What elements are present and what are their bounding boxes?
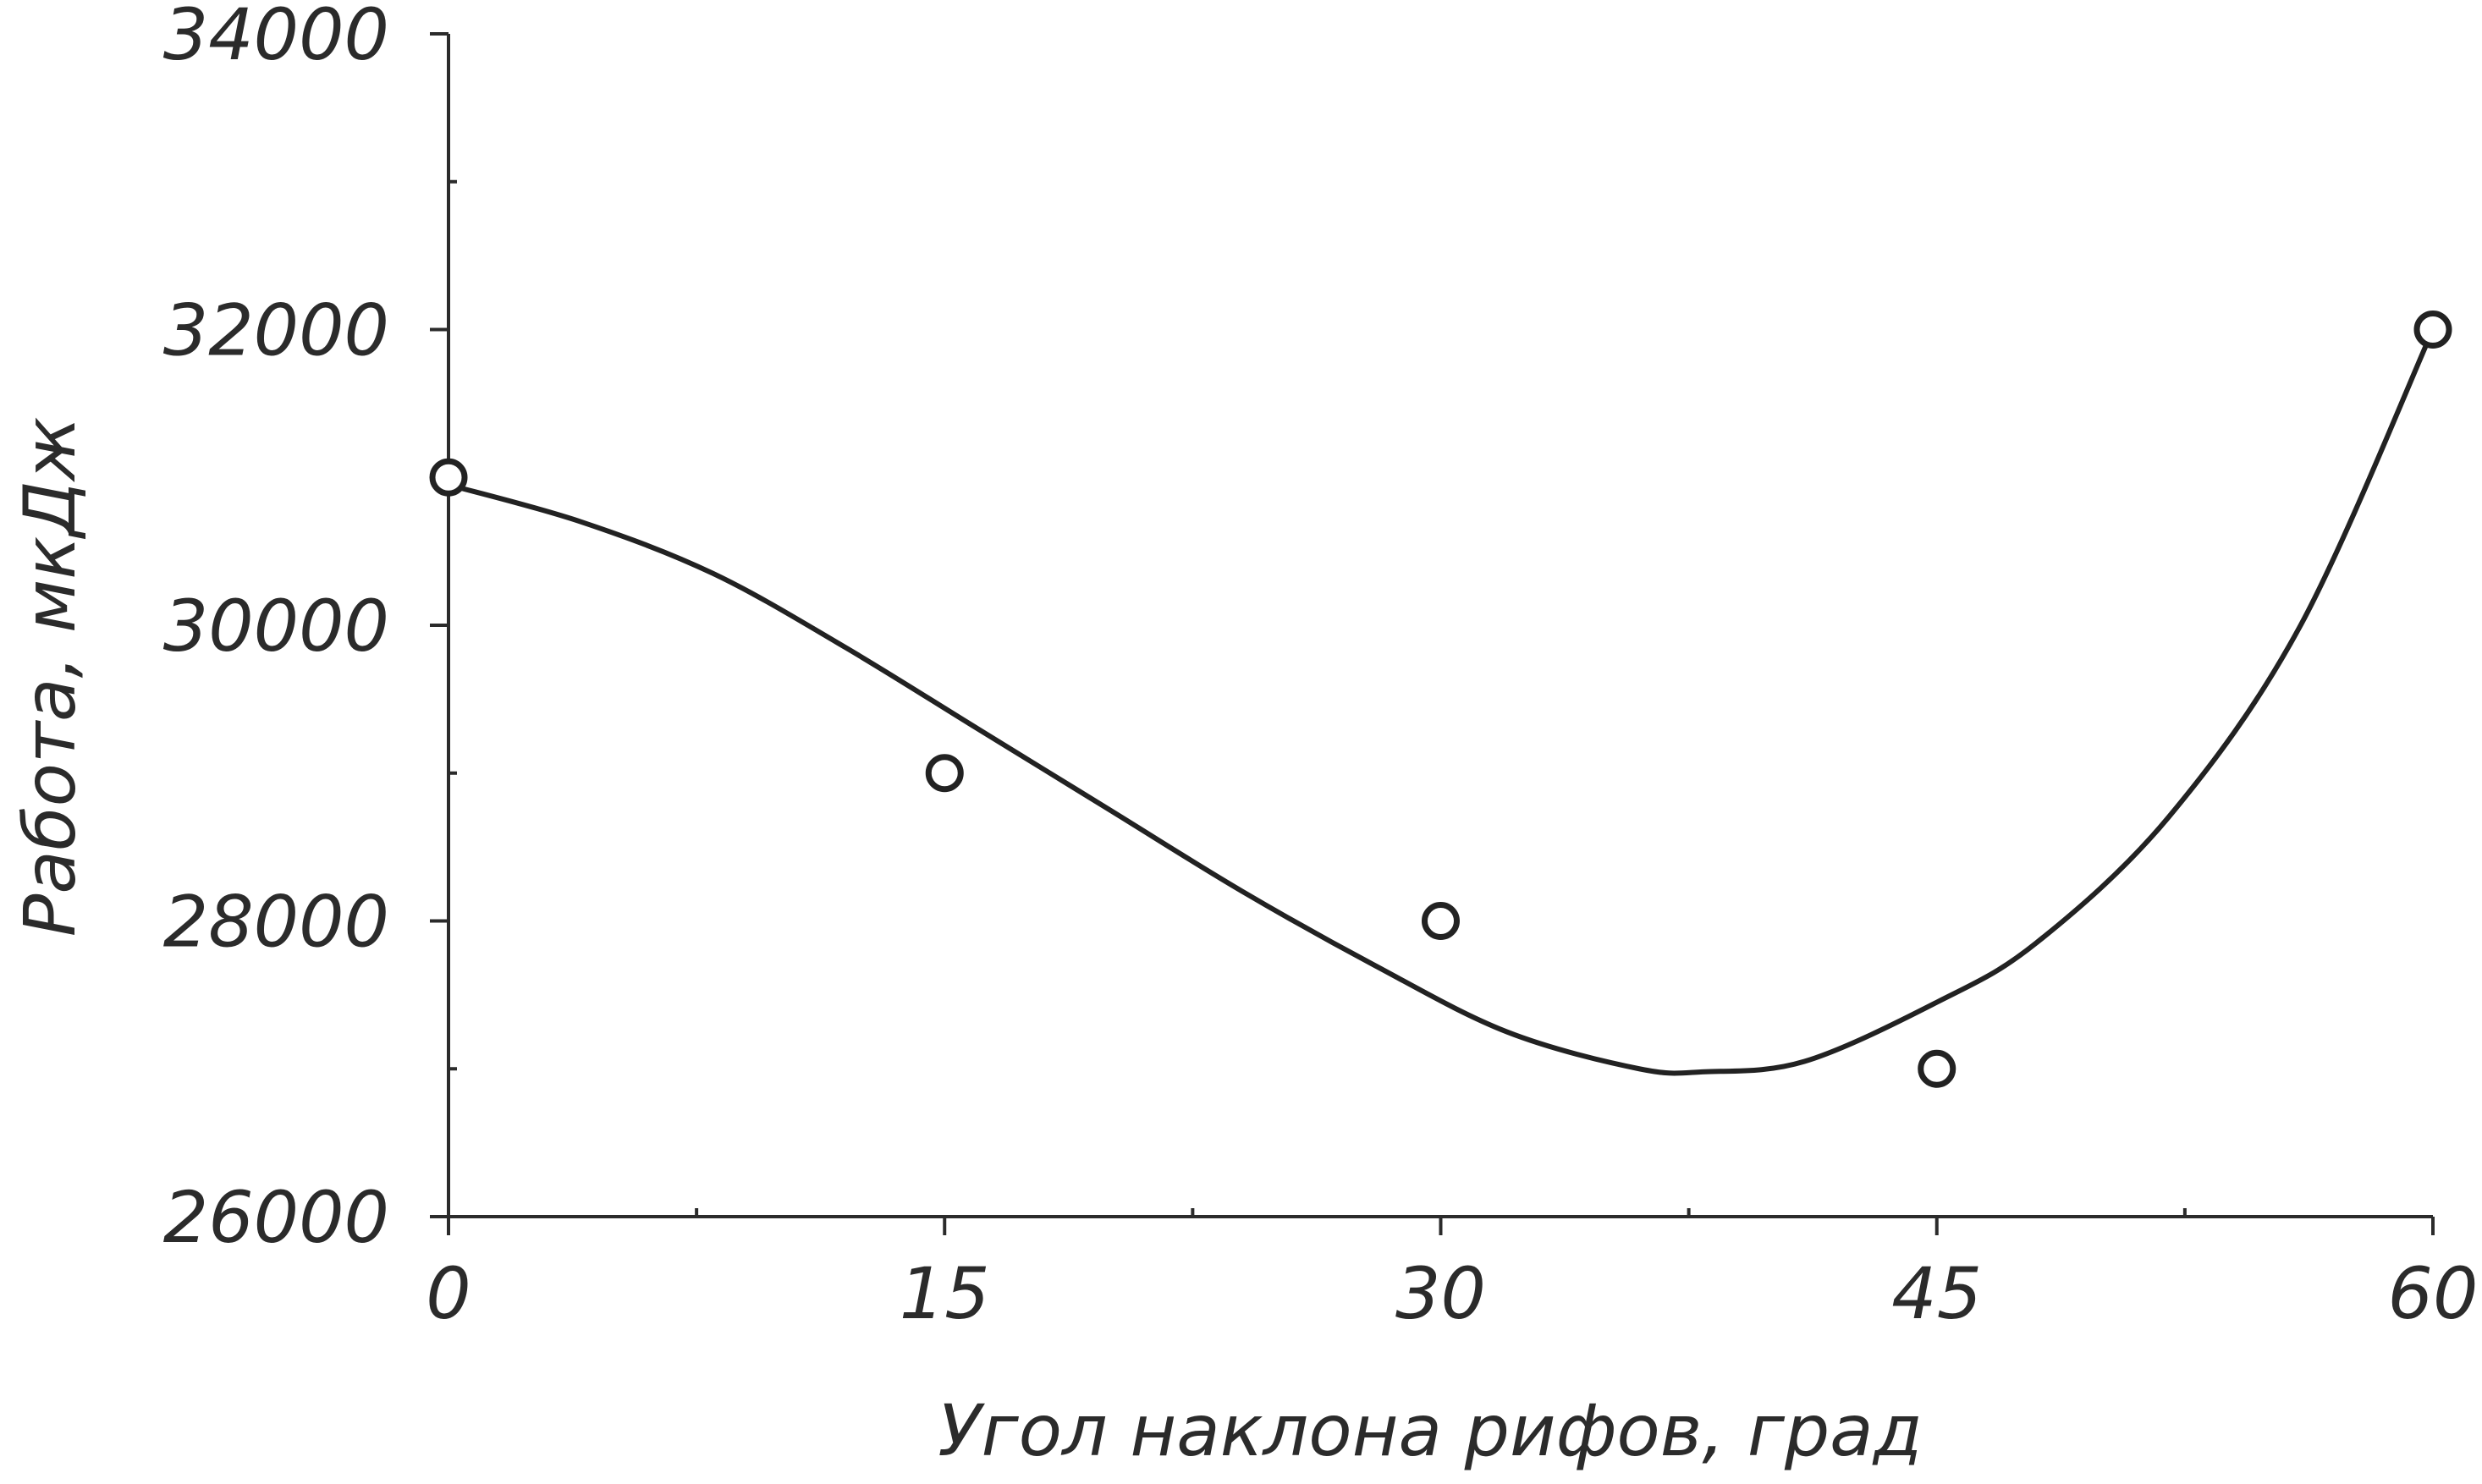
axes: [432, 34, 2433, 1218]
x-tick-label: 60: [2388, 1252, 2479, 1335]
y-ticks: 26000 28000 30000 32000 34000: [163, 0, 457, 1259]
data-points: [429, 311, 2452, 1088]
y-axis-title: Работа, мкДж: [8, 417, 91, 937]
data-point: [925, 754, 964, 793]
x-tick-label: 30: [1395, 1252, 1486, 1335]
x-axis-title: Угол наклона рифов, град: [938, 1389, 1922, 1472]
y-tick-label: 30000: [163, 585, 389, 668]
y-tick-label: 32000: [163, 289, 389, 372]
y-tick-label: 28000: [163, 881, 389, 964]
x-ticks: 0 15 30 45 60: [426, 1208, 2478, 1335]
data-point: [2413, 311, 2452, 349]
y-tick-label: 26000: [163, 1176, 389, 1259]
x-tick-label: 15: [900, 1252, 990, 1335]
data-point: [1918, 1049, 1956, 1088]
data-point: [1422, 902, 1460, 940]
fitted-curve: [448, 328, 2435, 1076]
x-tick-label: 0: [426, 1252, 471, 1335]
y-tick-label: 34000: [163, 0, 389, 76]
data-point: [429, 458, 468, 497]
x-tick-label: 45: [1891, 1252, 1982, 1335]
